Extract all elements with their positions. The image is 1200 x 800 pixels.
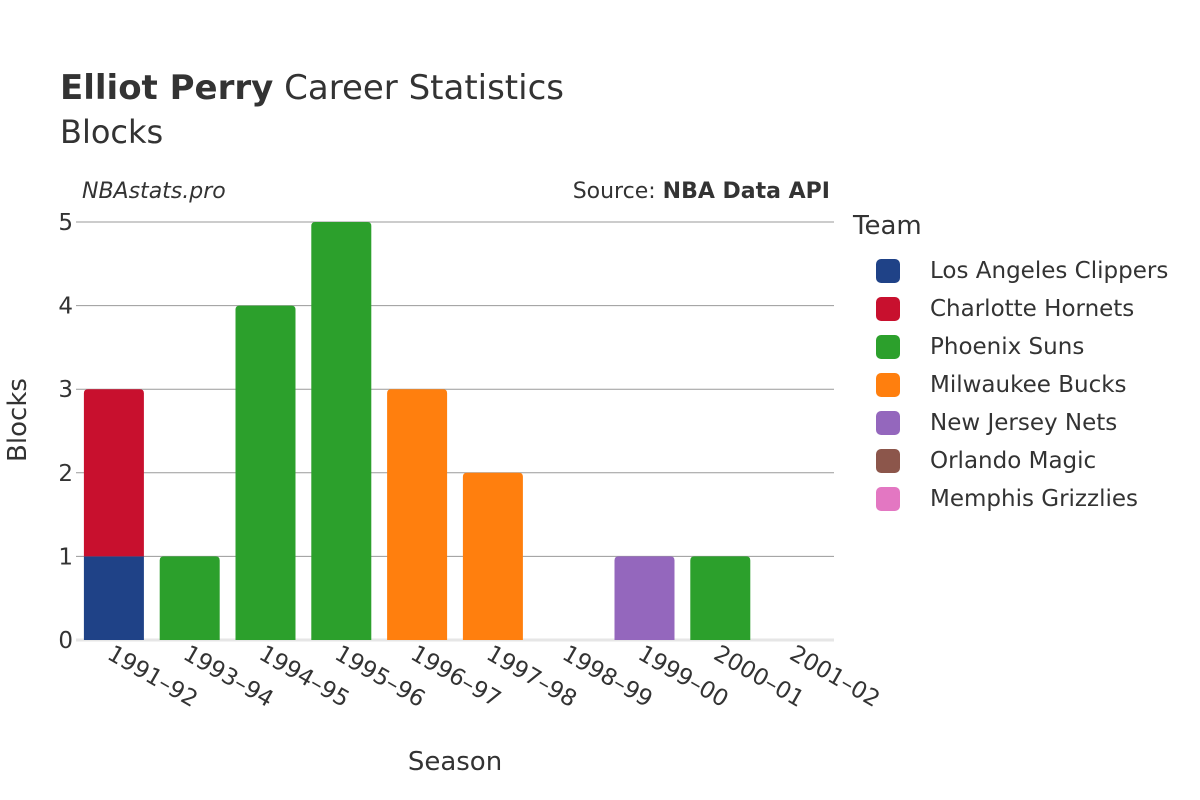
y-axis-ticks: 0 1 2 3 4 5: [58, 210, 73, 654]
y-tick-label: 2: [58, 461, 73, 487]
x-axis-label: Season: [408, 747, 502, 777]
legend-swatch: [876, 335, 900, 359]
source-note: Source: NBA Data API: [573, 178, 830, 206]
y-tick-label: 1: [58, 544, 73, 570]
bar-segment[interactable]: [235, 305, 296, 640]
y-tick-label: 3: [58, 377, 73, 403]
source-name: NBA Data API: [662, 179, 830, 204]
bar-segment[interactable]: [462, 472, 523, 640]
legend-swatch: [876, 487, 900, 511]
y-tick-label: 0: [58, 628, 73, 654]
legend-label: Milwaukee Bucks: [930, 372, 1127, 398]
chart-title: Elliot Perry Career Statistics: [60, 66, 564, 110]
source-prefix: Source:: [572, 179, 663, 204]
bar-segment[interactable]: [614, 556, 675, 640]
legend-item[interactable]: Memphis Grizzlies: [876, 480, 1168, 518]
legend-swatch: [876, 259, 900, 283]
legend-swatch: [876, 449, 900, 473]
legend-swatch: [876, 297, 900, 321]
x-axis-ticks: 1991–921993–941994–951995–961996–971997–…: [103, 641, 884, 713]
legend-title: Team: [853, 211, 922, 241]
bar-segment[interactable]: [159, 556, 220, 640]
bar-segment[interactable]: [387, 389, 448, 640]
legend-label: Phoenix Suns: [930, 334, 1085, 360]
bar-segment[interactable]: [83, 556, 144, 640]
bar-segment[interactable]: [83, 389, 144, 557]
legend-item[interactable]: Charlotte Hornets: [876, 290, 1168, 328]
legend: Los Angeles Clippers Charlotte Hornets Pho…: [876, 252, 1168, 518]
y-tick-label: 5: [58, 210, 73, 236]
legend-swatch: [876, 373, 900, 397]
legend-label: Charlotte Hornets: [930, 296, 1135, 322]
title-suffix: Career Statistics: [273, 68, 564, 108]
legend-item[interactable]: Orlando Magic: [876, 442, 1168, 480]
legend-item[interactable]: Milwaukee Bucks: [876, 366, 1168, 404]
site-credit: NBAstats.pro: [82, 179, 226, 204]
legend-label: Los Angeles Clippers: [930, 258, 1169, 284]
legend-item[interactable]: New Jersey Nets: [876, 404, 1168, 442]
legend-label: Memphis Grizzlies: [930, 486, 1138, 512]
legend-swatch: [876, 411, 900, 435]
bar-segment[interactable]: [690, 556, 751, 640]
chart-subtitle: Blocks: [60, 113, 164, 151]
legend-label: New Jersey Nets: [930, 410, 1118, 436]
legend-label: Orlando Magic: [930, 448, 1097, 474]
y-tick-label: 4: [58, 294, 73, 320]
player-name: Elliot Perry: [60, 68, 274, 108]
legend-item[interactable]: Phoenix Suns: [876, 328, 1168, 366]
y-axis-label: Blocks: [3, 378, 33, 462]
legend-item[interactable]: Los Angeles Clippers: [876, 252, 1168, 290]
bars: [83, 222, 751, 640]
bar-segment[interactable]: [311, 222, 372, 640]
